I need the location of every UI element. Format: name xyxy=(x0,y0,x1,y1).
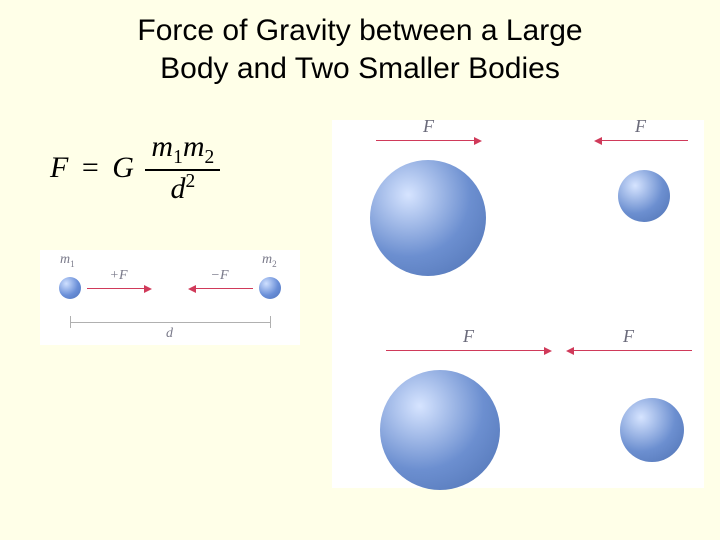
formula-m1-sub: 1 xyxy=(173,147,183,168)
force-pairs-panel: F F F F xyxy=(332,120,704,488)
row1-label-f-right: F xyxy=(635,116,646,137)
label-m2: m2 xyxy=(262,252,277,269)
row2-label-f-right: F xyxy=(623,326,634,347)
label-minus-f: −F xyxy=(211,268,229,284)
content-area: F = G m1m2 d2 m1 m2 +F − xyxy=(0,120,720,520)
title-line-1: Force of Gravity between a Large xyxy=(40,12,680,50)
formula-m2-sub: 2 xyxy=(205,147,215,168)
formula-F: F xyxy=(50,151,68,184)
formula-G: G xyxy=(112,151,134,184)
sphere-m1 xyxy=(59,277,81,299)
row2-small-sphere xyxy=(620,398,684,462)
formula-equals: = xyxy=(82,151,99,185)
row1-small-sphere xyxy=(618,170,670,222)
formula-d: d xyxy=(170,172,185,205)
gravity-formula: F = G m1m2 d2 xyxy=(50,130,220,206)
label-plus-f: +F xyxy=(110,268,128,284)
row1-label-f-left: F xyxy=(423,116,434,137)
title-line-2: Body and Two Smaller Bodies xyxy=(40,50,680,88)
row2-label-f-left: F xyxy=(463,326,474,347)
label-m1: m1 xyxy=(60,252,75,269)
formula-fraction: m1m2 d2 xyxy=(145,130,220,206)
label-d: d xyxy=(166,326,173,342)
formula-m1: m xyxy=(151,130,173,163)
formula-m2: m xyxy=(183,130,205,163)
dim-tick-right xyxy=(270,316,271,328)
dim-line xyxy=(70,322,270,323)
formula-d-exp: 2 xyxy=(185,171,195,192)
row2-large-sphere xyxy=(380,370,500,490)
slide-title: Force of Gravity between a Large Body an… xyxy=(0,0,720,87)
sphere-m2 xyxy=(259,277,281,299)
two-body-diagram: m1 m2 +F −F d xyxy=(40,250,300,345)
row1-large-sphere xyxy=(370,160,486,276)
